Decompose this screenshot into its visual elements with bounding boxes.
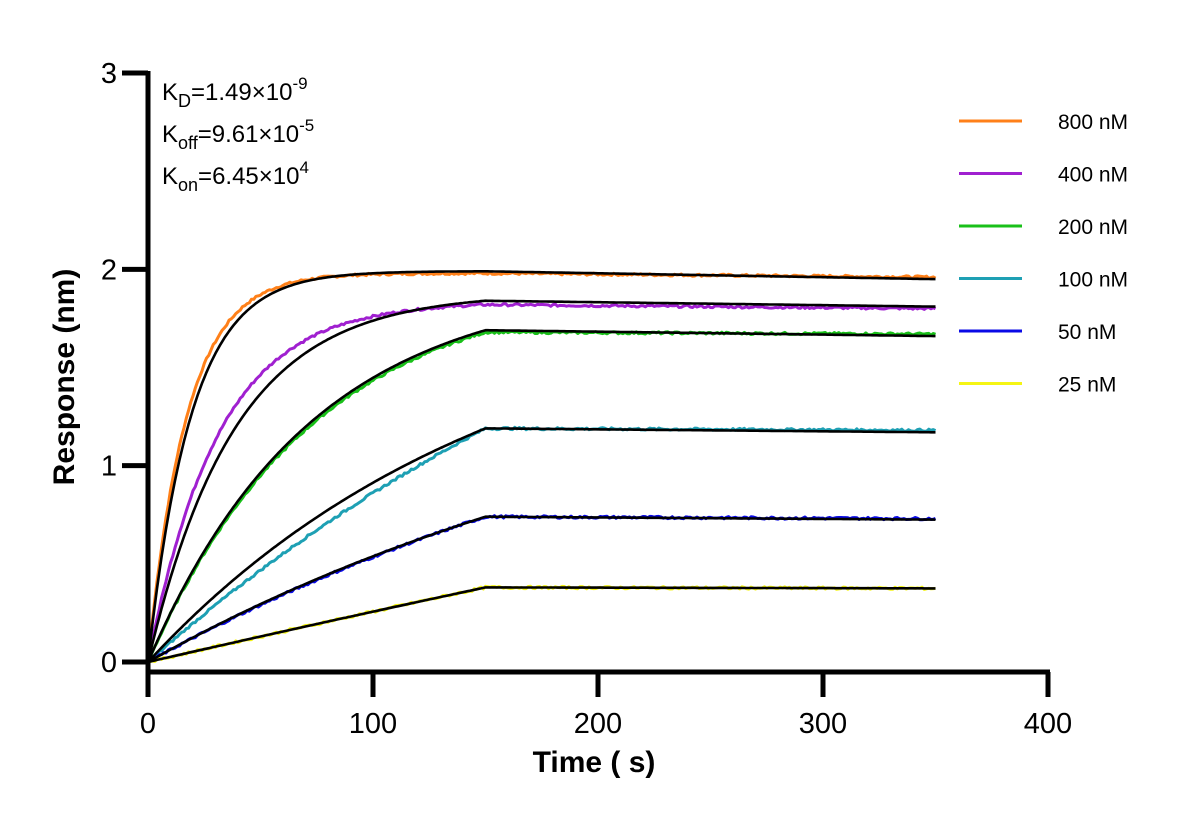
y-tick-label: 0 xyxy=(101,647,117,679)
fit-curve-200-nM xyxy=(146,328,936,663)
data-curve-25-nM xyxy=(147,584,936,664)
y-tick-label: 3 xyxy=(101,58,117,90)
data-curve-200-nM xyxy=(146,329,937,663)
legend-label: 25 nM xyxy=(1058,374,1116,397)
curves-layer xyxy=(146,269,937,664)
y-axis-title: Response (nm) xyxy=(48,269,81,486)
x-tick-label: 100 xyxy=(349,708,397,740)
fit-curve-100-nM xyxy=(147,427,936,663)
legend-label: 800 nM xyxy=(1058,111,1128,134)
x-tick-label: 0 xyxy=(140,708,156,740)
legend-label: 200 nM xyxy=(1058,216,1128,239)
x-ticks: 0 100 200 300 400 xyxy=(140,672,1072,740)
fit-curve-400-nM xyxy=(146,299,936,663)
y-tick-label: 2 xyxy=(101,254,117,286)
data-curve-400-nM xyxy=(146,302,937,663)
x-tick-label: 200 xyxy=(574,708,622,740)
annotation-Koff: Koff=9.61×10-5 xyxy=(162,116,314,153)
fit-curve-50-nM xyxy=(147,515,936,664)
data-curve-100-nM xyxy=(147,425,937,664)
legend-label: 400 nM xyxy=(1058,164,1128,187)
x-tick-label: 300 xyxy=(799,708,847,740)
legend-label: 50 nM xyxy=(1058,321,1116,344)
fit-curve-800-nM xyxy=(146,269,936,663)
x-tick-label: 400 xyxy=(1024,708,1072,740)
annotation-KD: KD=1.49×10-9 xyxy=(162,74,308,111)
y-tick-label: 1 xyxy=(101,451,117,483)
kinetic-constants: KD=1.49×10-9 Koff=9.61×10-5 Kon=6.45×104 xyxy=(162,74,314,195)
y-ticks: 0 1 2 3 xyxy=(101,58,148,679)
legend: 800 nM 400 nM 200 nM 100 nM 50 nM 25 nM xyxy=(959,111,1128,397)
fit-curve-25-nM xyxy=(147,586,936,664)
annotation-Kon: Kon=6.45×104 xyxy=(162,158,309,195)
legend-label: 100 nM xyxy=(1058,269,1128,292)
x-axis-title: Time ( s) xyxy=(533,746,656,779)
